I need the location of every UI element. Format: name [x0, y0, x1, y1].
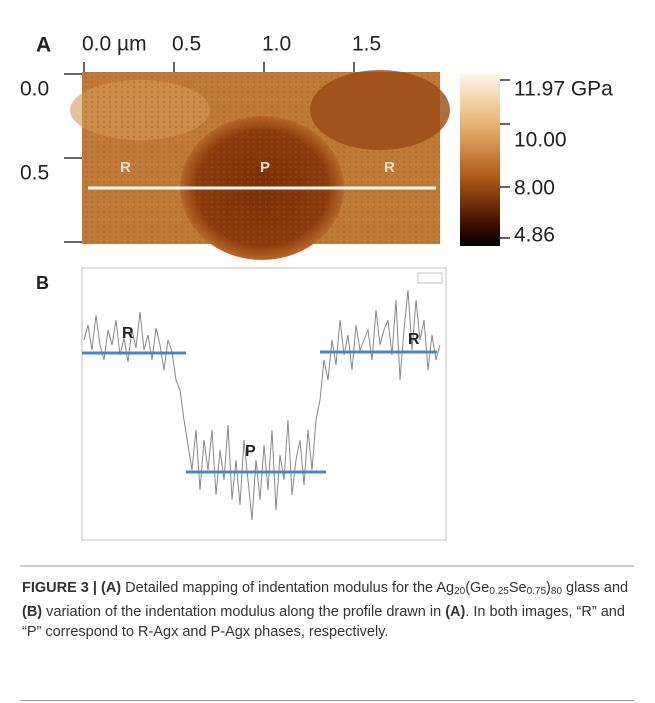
bottom-rule [20, 700, 634, 701]
caption-bold: (B) [22, 604, 43, 620]
profile-plot [81, 267, 447, 541]
x-tick-label: 0.5 [172, 33, 201, 56]
colorbar-label: 4.86 [514, 224, 555, 247]
region-label: R [120, 159, 131, 176]
colorbar-label: 8.00 [514, 177, 555, 200]
x-tick-label: 1.0 [262, 33, 291, 56]
colorbar [460, 74, 500, 246]
axis-ticks [64, 62, 355, 243]
panel-label: A [36, 34, 51, 57]
caption-text: (Ge [465, 580, 490, 596]
colorbar-ticks [500, 79, 510, 239]
caption-bold: (A) [445, 604, 466, 620]
region-label: P [245, 443, 256, 460]
x-tick-label: 0.0 µm [82, 33, 147, 56]
caption-text: Ag [436, 580, 455, 596]
caption: FIGURE 3 | (A) Detailed mapping of inden… [22, 578, 634, 642]
caption-text: glass and [562, 580, 629, 596]
x-tick-label: 1.5 [352, 33, 381, 56]
phase-levels [82, 350, 437, 474]
caption-text: Detailed mapping of indentation modulus … [121, 580, 437, 596]
caption-text: Se [508, 580, 527, 596]
plot-legend [417, 272, 443, 284]
colorbar-label: 10.00 [514, 129, 567, 152]
caption-bold: FIGURE 3 | (A) [22, 580, 122, 596]
y-tick-label: 0.5 [20, 162, 49, 185]
caption-sub: 0.75 [526, 586, 547, 597]
caption-text: variation of the indentation modulus alo… [42, 604, 446, 620]
region-label: R [408, 331, 420, 348]
region-label: R [122, 325, 134, 342]
map-texture [82, 72, 440, 244]
caption-text: ) [546, 580, 551, 596]
region-label: R [384, 159, 395, 176]
region-label: P [260, 159, 270, 176]
figure: A 0.0 µm 0.5 1.0 1.5 0.0 0.5 R P R 11.97… [20, 33, 634, 567]
panel-label: B [36, 273, 49, 293]
caption-sub: 20 [454, 586, 466, 597]
caption-sub: 80 [550, 586, 563, 597]
colorbar-label: 11.97 GPa [514, 78, 613, 101]
caption-text: . In both images, “R” and “P” correspond… [22, 604, 625, 640]
caption-sub: 0.25 [489, 586, 509, 597]
y-tick-label: 0.0 [20, 78, 49, 101]
